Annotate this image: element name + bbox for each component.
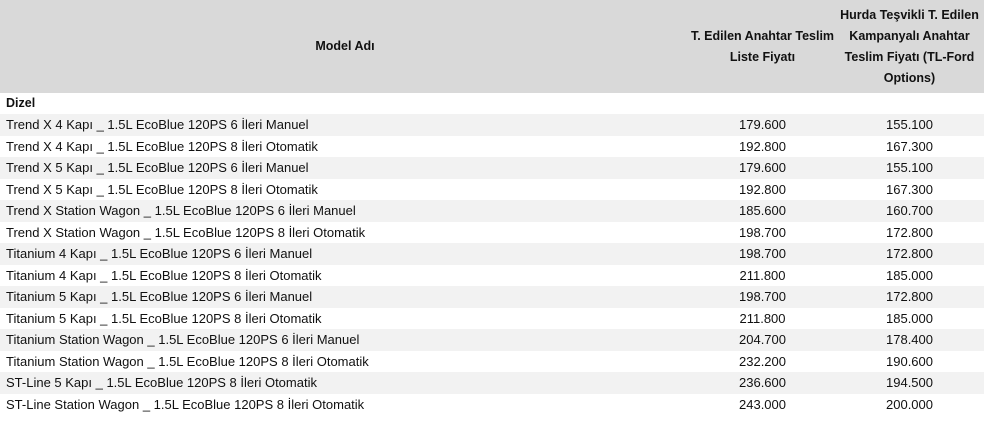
list-price-cell: 232.200: [690, 350, 835, 372]
table-row: Titanium 4 Kapı _ 1.5L EcoBlue 120PS 6 İ…: [0, 243, 984, 265]
section-label: Dizel: [0, 93, 984, 114]
list-price-cell: 236.600: [690, 372, 835, 394]
header-model-name: Model Adı: [0, 0, 690, 93]
model-name-cell: Trend X 4 Kapı _ 1.5L EcoBlue 120PS 6 İl…: [0, 114, 690, 136]
campaign-price-cell: 160.700: [835, 200, 984, 222]
campaign-price-cell: 167.300: [835, 135, 984, 157]
model-name-cell: Trend X 5 Kapı _ 1.5L EcoBlue 120PS 8 İl…: [0, 178, 690, 200]
model-name-cell: Titanium 4 Kapı _ 1.5L EcoBlue 120PS 6 İ…: [0, 243, 690, 265]
list-price-cell: 179.600: [690, 114, 835, 136]
model-name-cell: Titanium 5 Kapı _ 1.5L EcoBlue 120PS 6 İ…: [0, 286, 690, 308]
list-price-cell: 198.700: [690, 221, 835, 243]
model-name-cell: Trend X Station Wagon _ 1.5L EcoBlue 120…: [0, 221, 690, 243]
campaign-price-cell: 185.000: [835, 264, 984, 286]
campaign-price-cell: 155.100: [835, 114, 984, 136]
model-name-cell: ST-Line 5 Kapı _ 1.5L EcoBlue 120PS 8 İl…: [0, 372, 690, 394]
list-price-cell: 192.800: [690, 135, 835, 157]
table-row: Titanium Station Wagon _ 1.5L EcoBlue 12…: [0, 350, 984, 372]
list-price-cell: 179.600: [690, 157, 835, 179]
list-price-cell: 243.000: [690, 393, 835, 415]
header-campaign-price: Hurda Teşvikli T. Edilen Kampanyalı Anah…: [835, 0, 984, 93]
list-price-cell: 198.700: [690, 243, 835, 265]
model-name-cell: Trend X Station Wagon _ 1.5L EcoBlue 120…: [0, 200, 690, 222]
model-name-cell: Trend X 4 Kapı _ 1.5L EcoBlue 120PS 8 İl…: [0, 135, 690, 157]
price-table: Model Adı T. Edilen Anahtar Teslim Liste…: [0, 0, 984, 415]
campaign-price-cell: 172.800: [835, 243, 984, 265]
campaign-price-cell: 155.100: [835, 157, 984, 179]
campaign-price-cell: 178.400: [835, 329, 984, 351]
table-row: Titanium 4 Kapı _ 1.5L EcoBlue 120PS 8 İ…: [0, 264, 984, 286]
header-row: Model Adı T. Edilen Anahtar Teslim Liste…: [0, 0, 984, 93]
campaign-price-cell: 185.000: [835, 307, 984, 329]
model-name-cell: Titanium 5 Kapı _ 1.5L EcoBlue 120PS 8 İ…: [0, 307, 690, 329]
list-price-cell: 211.800: [690, 307, 835, 329]
campaign-price-cell: 194.500: [835, 372, 984, 394]
campaign-price-cell: 172.800: [835, 286, 984, 308]
table-row: ST-Line 5 Kapı _ 1.5L EcoBlue 120PS 8 İl…: [0, 372, 984, 394]
table-row: Titanium 5 Kapı _ 1.5L EcoBlue 120PS 6 İ…: [0, 286, 984, 308]
campaign-price-cell: 190.600: [835, 350, 984, 372]
list-price-cell: 204.700: [690, 329, 835, 351]
table-header: Model Adı T. Edilen Anahtar Teslim Liste…: [0, 0, 984, 93]
model-name-cell: Titanium Station Wagon _ 1.5L EcoBlue 12…: [0, 350, 690, 372]
table-row: Trend X 4 Kapı _ 1.5L EcoBlue 120PS 8 İl…: [0, 135, 984, 157]
campaign-price-cell: 200.000: [835, 393, 984, 415]
list-price-cell: 198.700: [690, 286, 835, 308]
table-row: Trend X 5 Kapı _ 1.5L EcoBlue 120PS 6 İl…: [0, 157, 984, 179]
table-row: Titanium Station Wagon _ 1.5L EcoBlue 12…: [0, 329, 984, 351]
model-name-cell: Titanium 4 Kapı _ 1.5L EcoBlue 120PS 8 İ…: [0, 264, 690, 286]
model-name-cell: Titanium Station Wagon _ 1.5L EcoBlue 12…: [0, 329, 690, 351]
campaign-price-cell: 167.300: [835, 178, 984, 200]
table-row: Trend X 5 Kapı _ 1.5L EcoBlue 120PS 8 İl…: [0, 178, 984, 200]
table-body: Dizel Trend X 4 Kapı _ 1.5L EcoBlue 120P…: [0, 93, 984, 415]
campaign-price-cell: 172.800: [835, 221, 984, 243]
list-price-cell: 192.800: [690, 178, 835, 200]
section-row-dizel: Dizel: [0, 93, 984, 114]
model-name-cell: ST-Line Station Wagon _ 1.5L EcoBlue 120…: [0, 393, 690, 415]
table-row: Trend X Station Wagon _ 1.5L EcoBlue 120…: [0, 221, 984, 243]
list-price-cell: 185.600: [690, 200, 835, 222]
table-row: ST-Line Station Wagon _ 1.5L EcoBlue 120…: [0, 393, 984, 415]
model-name-cell: Trend X 5 Kapı _ 1.5L EcoBlue 120PS 6 İl…: [0, 157, 690, 179]
table-row: Trend X 4 Kapı _ 1.5L EcoBlue 120PS 6 İl…: [0, 114, 984, 136]
list-price-cell: 211.800: [690, 264, 835, 286]
header-list-price: T. Edilen Anahtar Teslim Liste Fiyatı: [690, 0, 835, 93]
table-row: Trend X Station Wagon _ 1.5L EcoBlue 120…: [0, 200, 984, 222]
table-row: Titanium 5 Kapı _ 1.5L EcoBlue 120PS 8 İ…: [0, 307, 984, 329]
